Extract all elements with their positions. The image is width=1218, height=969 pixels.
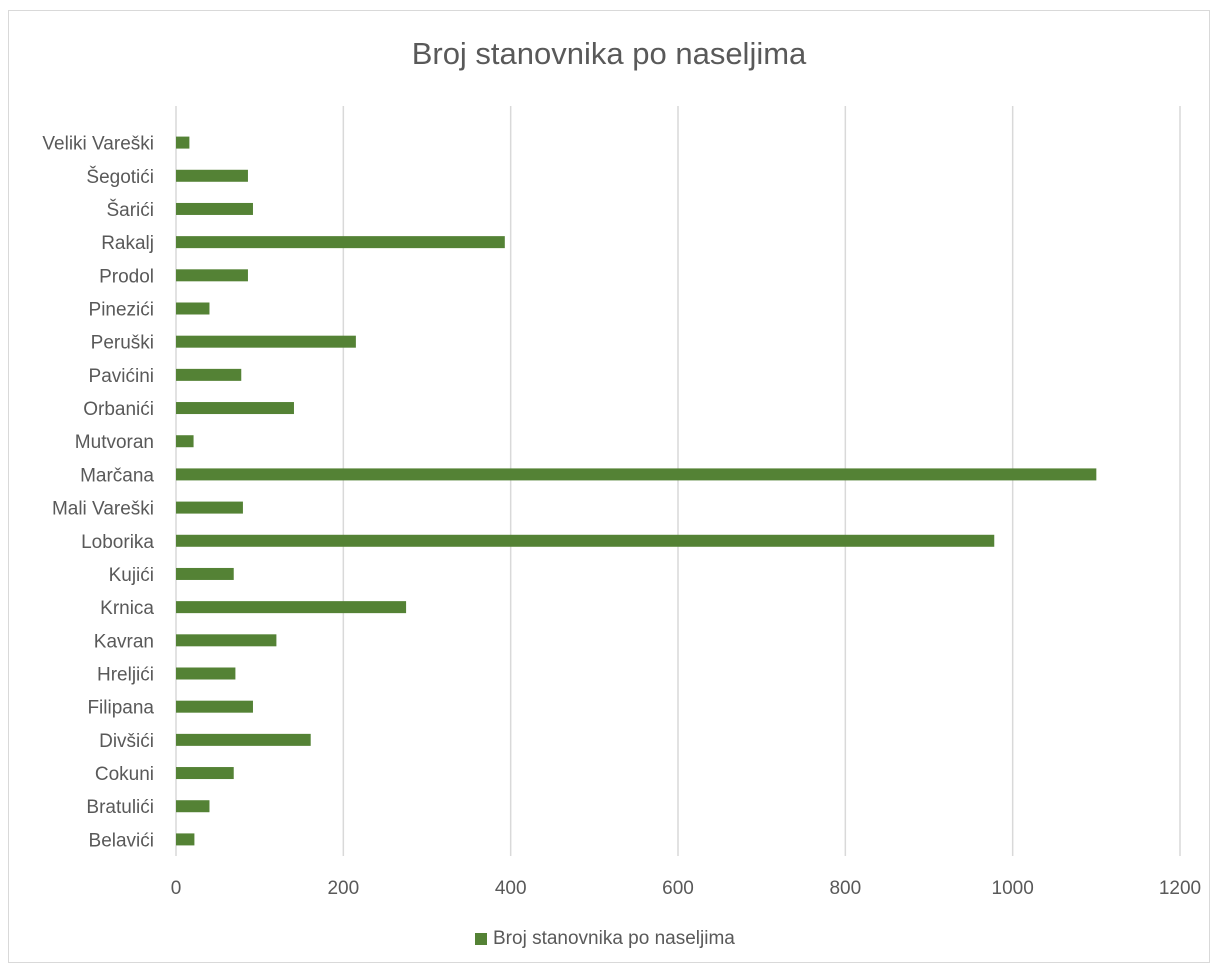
category-label: Belavići (89, 830, 154, 851)
category-label: Mutvoran (75, 432, 154, 453)
bar (176, 335, 356, 348)
category-label: Hreljići (97, 665, 154, 686)
bar (176, 567, 234, 580)
x-tick-label: 0 (171, 878, 182, 899)
category-label: Bratulići (86, 797, 154, 818)
category-label: Peruški (91, 333, 154, 354)
x-tick-label: 800 (829, 878, 861, 899)
legend-label: Broj stanovnika po naseljima (493, 928, 735, 949)
bar (176, 136, 190, 149)
category-label: Šarići (106, 199, 154, 221)
category-label: Krnica (100, 598, 154, 619)
category-label: Kavran (94, 631, 154, 652)
category-label: Marčana (80, 465, 154, 486)
bar (176, 302, 210, 315)
bar (176, 634, 277, 647)
category-label: Rakalj (101, 233, 154, 254)
bar (176, 402, 294, 415)
category-label: Pavićini (89, 366, 154, 387)
x-tick-label: 1200 (1159, 878, 1201, 899)
bar (176, 767, 234, 780)
bar (176, 534, 995, 547)
bar (176, 169, 248, 182)
legend-swatch (475, 933, 487, 945)
category-label: Mali Vareški (52, 499, 154, 520)
bar (176, 833, 195, 846)
category-label: Filipana (87, 698, 154, 719)
bar (176, 700, 253, 713)
category-label: Divšići (99, 731, 154, 752)
x-tick-label: 200 (327, 878, 359, 899)
bar (176, 501, 243, 514)
category-label: Loborika (81, 532, 154, 553)
bar (176, 601, 407, 614)
category-label: Veliki Vareški (42, 134, 154, 155)
bar (176, 435, 194, 448)
category-label: Cokuni (95, 764, 154, 785)
bar (176, 733, 311, 746)
category-label: Pinezići (89, 300, 154, 321)
bar (176, 368, 242, 381)
chart-title: Broj stanovnika po naseljima (411, 36, 807, 71)
x-tick-label: 600 (662, 878, 694, 899)
x-tick-label: 400 (495, 878, 527, 899)
bar (176, 269, 248, 282)
category-labels: Belavići Bratulići Cokuni Divšići Filipana Hr… (42, 134, 154, 852)
category-label: Orbanići (83, 399, 154, 420)
gridlines (175, 106, 1181, 856)
bar (176, 468, 1097, 481)
bar (176, 800, 210, 813)
bar (176, 236, 505, 249)
legend: Broj stanovnika po naseljima (475, 928, 735, 950)
bar (176, 667, 236, 680)
category-label: Šegotići (86, 166, 154, 188)
bars (176, 136, 1097, 846)
bar (176, 202, 253, 215)
x-tick-label: 1000 (992, 878, 1034, 899)
category-label: Kujići (109, 565, 154, 586)
category-label: Prodol (99, 266, 154, 287)
x-tick-labels: 0 200 400 600 800 1000 1200 (171, 878, 1201, 899)
